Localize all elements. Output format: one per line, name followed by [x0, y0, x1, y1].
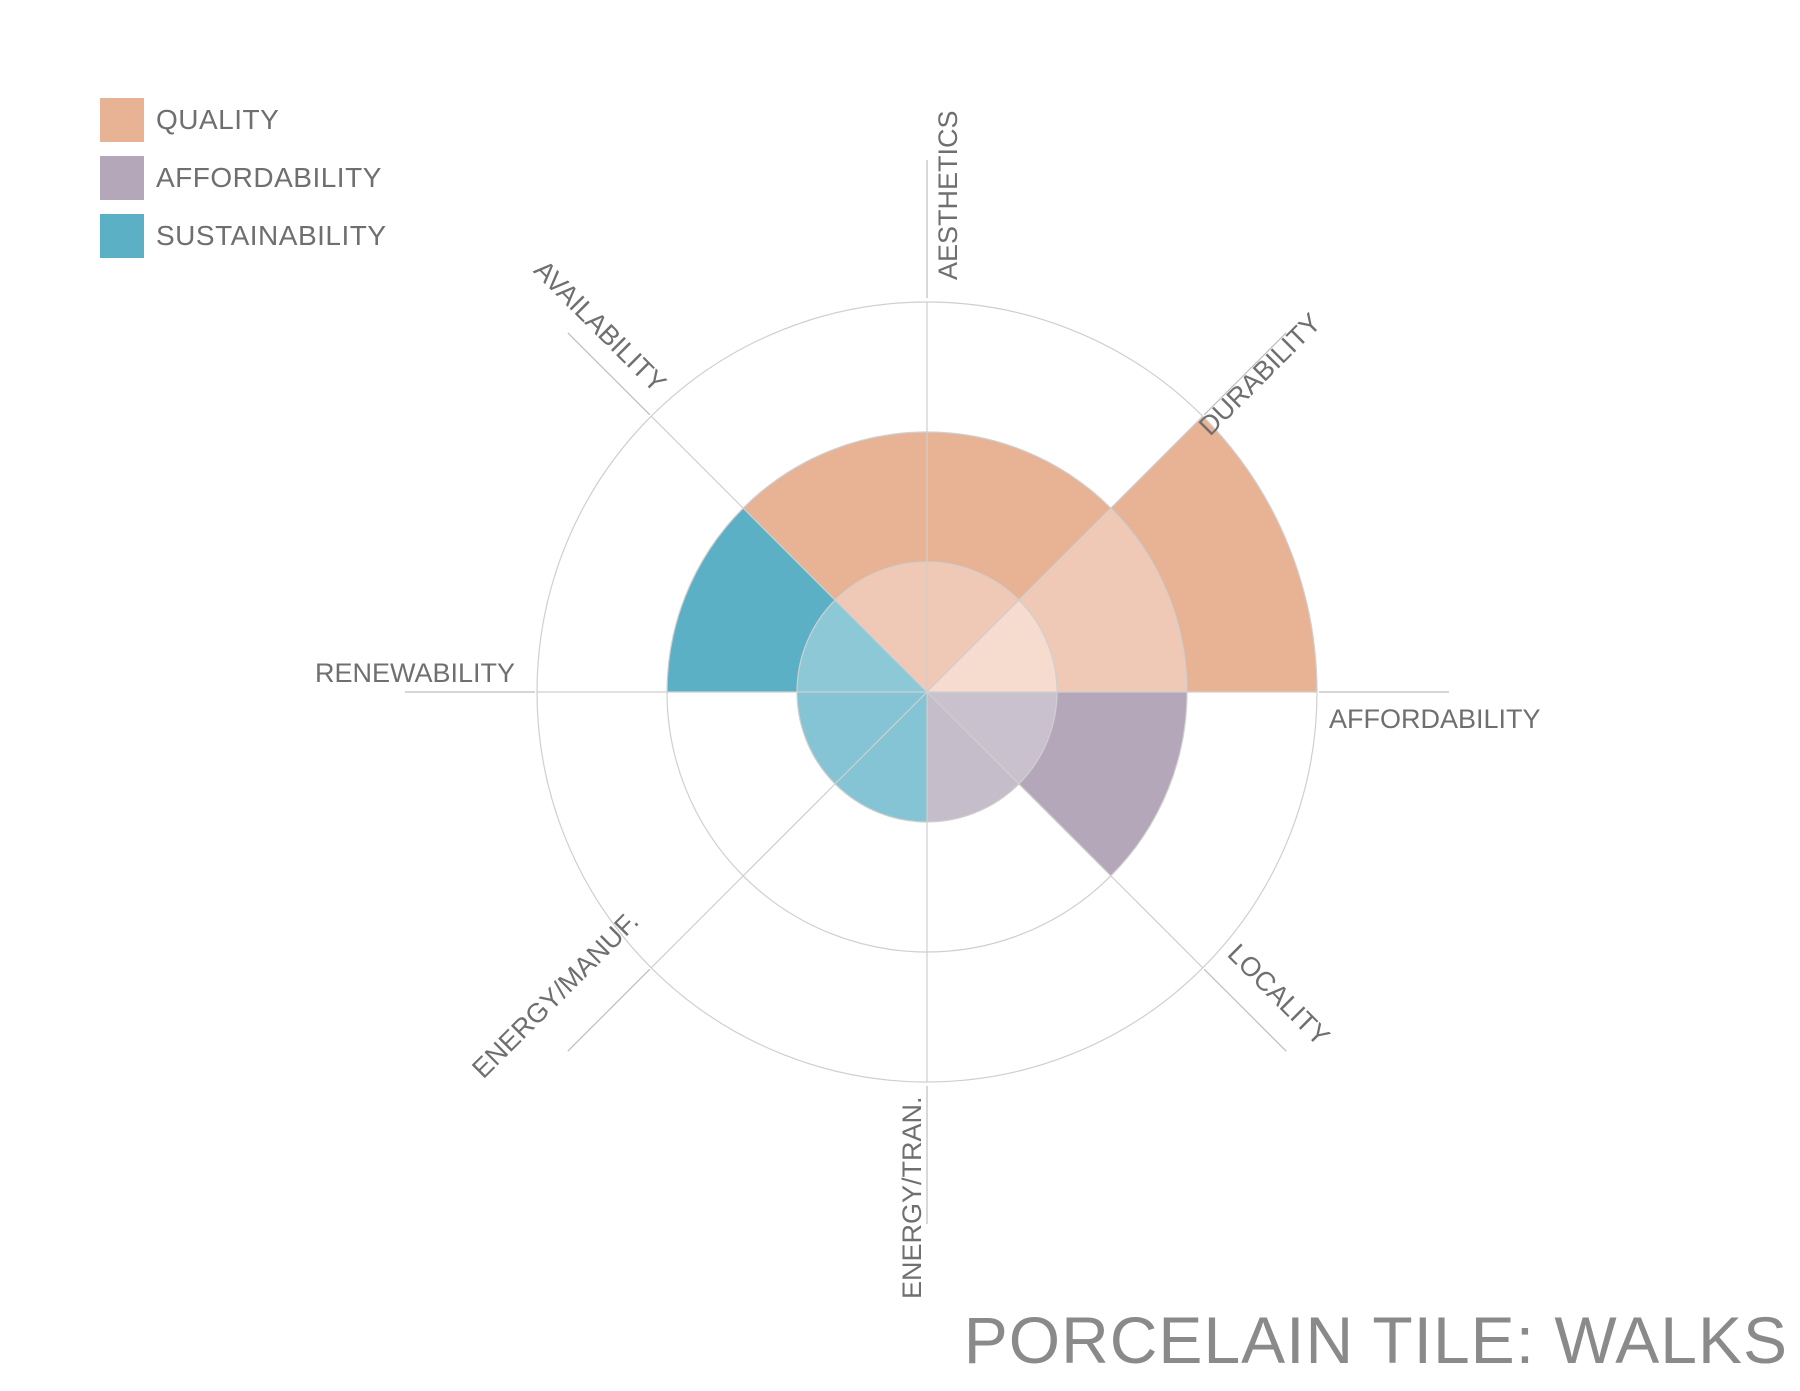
legend-item-quality: QUALITY [100, 98, 387, 142]
axis-label-locality: LOCALITY [1222, 938, 1336, 1052]
legend-item-affordability: AFFORDABILITY [100, 156, 387, 200]
slice-locality-band-1 [927, 692, 1019, 822]
slice-affordability-band-2 [1018, 692, 1187, 876]
axis-label-renewability: RENEWABILITY [315, 658, 515, 688]
axis-label-durability: DURABILITY [1193, 308, 1327, 442]
legend-swatch-quality [100, 98, 144, 142]
legend-item-sustainability: SUSTAINABILITY [100, 214, 387, 258]
axis-label-energy-manuf: ENERGY/MANUF. [466, 906, 644, 1084]
grid-spoke-8 [650, 415, 928, 693]
leader-availability [567, 332, 651, 416]
slice-durability-band-2 [1018, 508, 1187, 692]
slice-renewability-band-2 [667, 508, 836, 692]
slice-aesthetics-band-2 [927, 432, 1111, 601]
legend-label-affordability: AFFORDABILITY [156, 162, 382, 193]
axis-label-aesthetics: AESTHETICS [933, 110, 963, 280]
slice-aesthetics-band-1 [927, 562, 1019, 692]
page-title: PORCELAIN TILE: WALKS [963, 1303, 1788, 1377]
leader-locality [1203, 968, 1287, 1052]
axis-label-energy-tran: ENERGY/TRAN. [897, 1096, 927, 1299]
legend: QUALITY AFFORDABILITY SUSTAINABILITY [100, 98, 387, 272]
axis-label-affordability: AFFORDABILITY [1329, 704, 1541, 734]
chart-grid [536, 301, 1318, 1083]
chart-slices [667, 416, 1317, 876]
slice-durability-band-1 [927, 600, 1057, 692]
legend-swatch-affordability [100, 156, 144, 200]
grid-spoke-4 [926, 691, 1204, 969]
legend-label-sustainability: SUSTAINABILITY [156, 220, 387, 251]
grid-spoke-6 [650, 691, 928, 969]
legend-label-quality: QUALITY [156, 104, 280, 135]
axis-label-availability: AVAILABILITY [528, 255, 672, 399]
leader-durability [1203, 332, 1287, 416]
leader-energy-manuf [567, 968, 651, 1052]
legend-swatch-sustainability [100, 214, 144, 258]
slice-renewability-band-1 [797, 600, 927, 692]
slice-energy-tran-band-1 [835, 692, 927, 822]
slice-energy-manuf-band-1 [797, 692, 927, 784]
grid-spoke-2 [926, 415, 1204, 693]
slice-availability-band-2 [743, 432, 927, 601]
slice-affordability-band-1 [927, 692, 1057, 784]
slice-durability-band-3 [1110, 416, 1317, 692]
slice-availability-band-1 [835, 562, 927, 692]
